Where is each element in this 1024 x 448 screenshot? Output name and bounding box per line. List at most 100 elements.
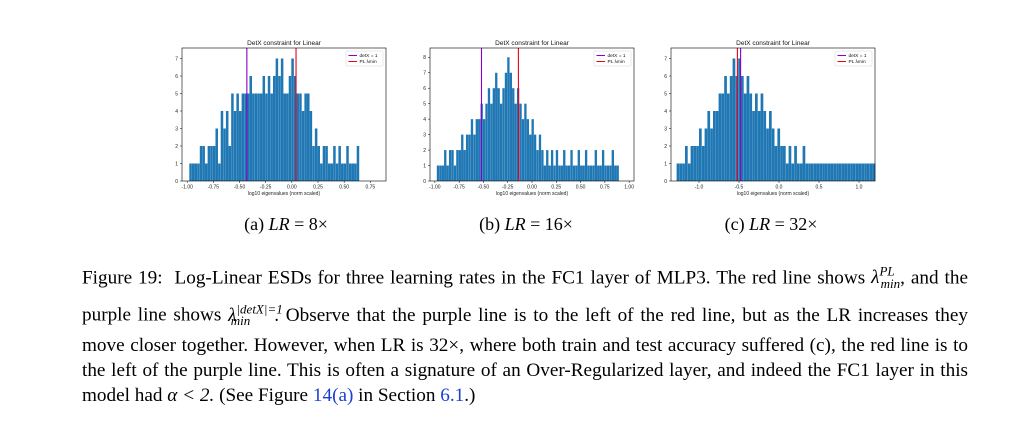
y-tick-label: 4 xyxy=(664,109,667,115)
y-tick-label: 2 xyxy=(423,148,426,154)
subcaption-a: (a) LR = 8× xyxy=(244,214,328,234)
y-tick-label: 1 xyxy=(175,161,178,167)
histogram-bar xyxy=(575,165,578,181)
y-tick-label: 1 xyxy=(423,163,426,169)
x-tick-label: -0.75 xyxy=(453,185,465,191)
histogram-bar xyxy=(685,146,688,181)
histogram-bar xyxy=(220,111,224,181)
y-tick-label: 5 xyxy=(175,91,178,97)
histogram-bar xyxy=(526,119,529,181)
histogram-bar xyxy=(202,146,205,181)
y-tick-label: 2 xyxy=(175,144,178,150)
histogram-bar xyxy=(514,103,517,181)
histogram-bar xyxy=(343,163,347,181)
histogram-bar xyxy=(341,163,344,181)
x-axis-label: log10 eigenvalues (norm scaled) xyxy=(248,191,321,197)
legend-label: detX = 1 xyxy=(360,53,378,59)
y-tick-label: 7 xyxy=(423,71,426,77)
figure-ref-link[interactable]: 14(a) xyxy=(312,385,354,407)
histogram-bar xyxy=(830,163,834,181)
histogram-bar xyxy=(468,134,471,181)
histogram-bar xyxy=(275,58,279,181)
histogram-bar xyxy=(354,163,357,181)
histogram-bar xyxy=(490,103,493,181)
x-tick-label: -0.50 xyxy=(478,185,490,191)
x-tick-label: 0.25 xyxy=(313,185,323,191)
histogram-bar xyxy=(320,163,323,181)
histogram-c: DetX constraint for Linear 0 1 2 3 4 5 6 7 -1.0 -0… xyxy=(664,40,876,197)
histogram-bar xyxy=(825,163,828,181)
histogram-bar xyxy=(699,128,702,181)
x-tick-label: 0.75 xyxy=(600,185,610,191)
histogram-bar xyxy=(693,146,697,181)
histogram-bar xyxy=(236,93,239,181)
histogram-bar xyxy=(301,111,305,181)
histogram-bar xyxy=(592,165,595,181)
histogram-bar xyxy=(257,93,260,181)
histogram-bar xyxy=(567,165,571,181)
histogram-bar xyxy=(791,163,795,181)
histogram-bar xyxy=(307,93,310,181)
y-tick-label: 5 xyxy=(423,101,426,107)
chart-title: DetX constraint for Linear xyxy=(247,40,322,47)
histogram-bar xyxy=(797,163,800,181)
histogram-bar xyxy=(492,88,495,181)
x-tick-label: -0.50 xyxy=(234,185,246,191)
histogram-bar xyxy=(850,163,853,181)
legend-box xyxy=(593,50,632,67)
y-tick-label: 3 xyxy=(175,126,178,132)
plot-frame xyxy=(670,47,876,182)
histogram-bar xyxy=(732,58,736,181)
y-tick-label: 4 xyxy=(175,109,178,115)
histogram-bar xyxy=(580,165,583,181)
y-tick-label: 7 xyxy=(664,56,667,62)
histogram-bar xyxy=(550,150,554,181)
histogram-bar xyxy=(861,163,865,181)
histogram-bar xyxy=(288,76,292,181)
y-tick-label: 0 xyxy=(423,179,426,185)
x-tick-label: 0.0 xyxy=(776,185,783,191)
histogram-bar xyxy=(858,163,862,181)
histogram-bar xyxy=(482,119,486,181)
histogram-panel-b: DetX constraint for Linear 0 1 2 3 4 5 6 7 8 -1.00… xyxy=(410,38,642,213)
figure-caption: Figure 19: Log-Linear ESDs for three lea… xyxy=(82,264,968,407)
y-tick-label: 3 xyxy=(664,126,667,132)
histogram-bar xyxy=(531,119,534,181)
histogram-bar xyxy=(864,163,867,181)
histogram-bar xyxy=(587,165,590,181)
histogram-bar xyxy=(519,103,522,181)
histogram-bar xyxy=(497,88,500,181)
histogram-bar xyxy=(509,72,512,181)
lambda-pl: λPLmin xyxy=(871,264,901,292)
y-tick-label: 6 xyxy=(175,74,178,80)
legend-label: PL λmin xyxy=(360,59,377,65)
histogram-bar xyxy=(259,93,263,181)
histogram-bar xyxy=(780,146,783,181)
chart-title: DetX constraint for Linear xyxy=(736,40,811,47)
histogram-bar xyxy=(499,103,503,181)
y-tick-label: 5 xyxy=(664,91,667,97)
histogram-bar xyxy=(819,163,823,181)
histogram-bar xyxy=(244,93,247,181)
histogram-bar xyxy=(614,165,617,181)
histogram-bar xyxy=(760,93,764,181)
histogram-bar xyxy=(225,111,229,181)
histogram-bar xyxy=(436,165,440,181)
plot-frame xyxy=(181,47,387,182)
histogram-bar xyxy=(309,111,313,181)
histogram-bar xyxy=(584,150,588,181)
section-ref-link[interactable]: 6.1 xyxy=(440,385,465,407)
histogram-bar xyxy=(707,111,711,181)
histogram-bar xyxy=(475,119,478,181)
histogram-bar xyxy=(867,163,870,181)
histogram-bar xyxy=(215,128,218,181)
histogram-bar xyxy=(231,93,234,181)
histogram-bar xyxy=(312,146,315,181)
histogram-bar xyxy=(507,57,510,181)
histogram-bar xyxy=(463,150,466,181)
histogram-bar xyxy=(533,134,537,181)
histogram-bar xyxy=(280,58,284,181)
histogram-bar xyxy=(327,163,331,181)
histogram-bar xyxy=(465,134,469,181)
histogram-bar xyxy=(696,146,699,181)
